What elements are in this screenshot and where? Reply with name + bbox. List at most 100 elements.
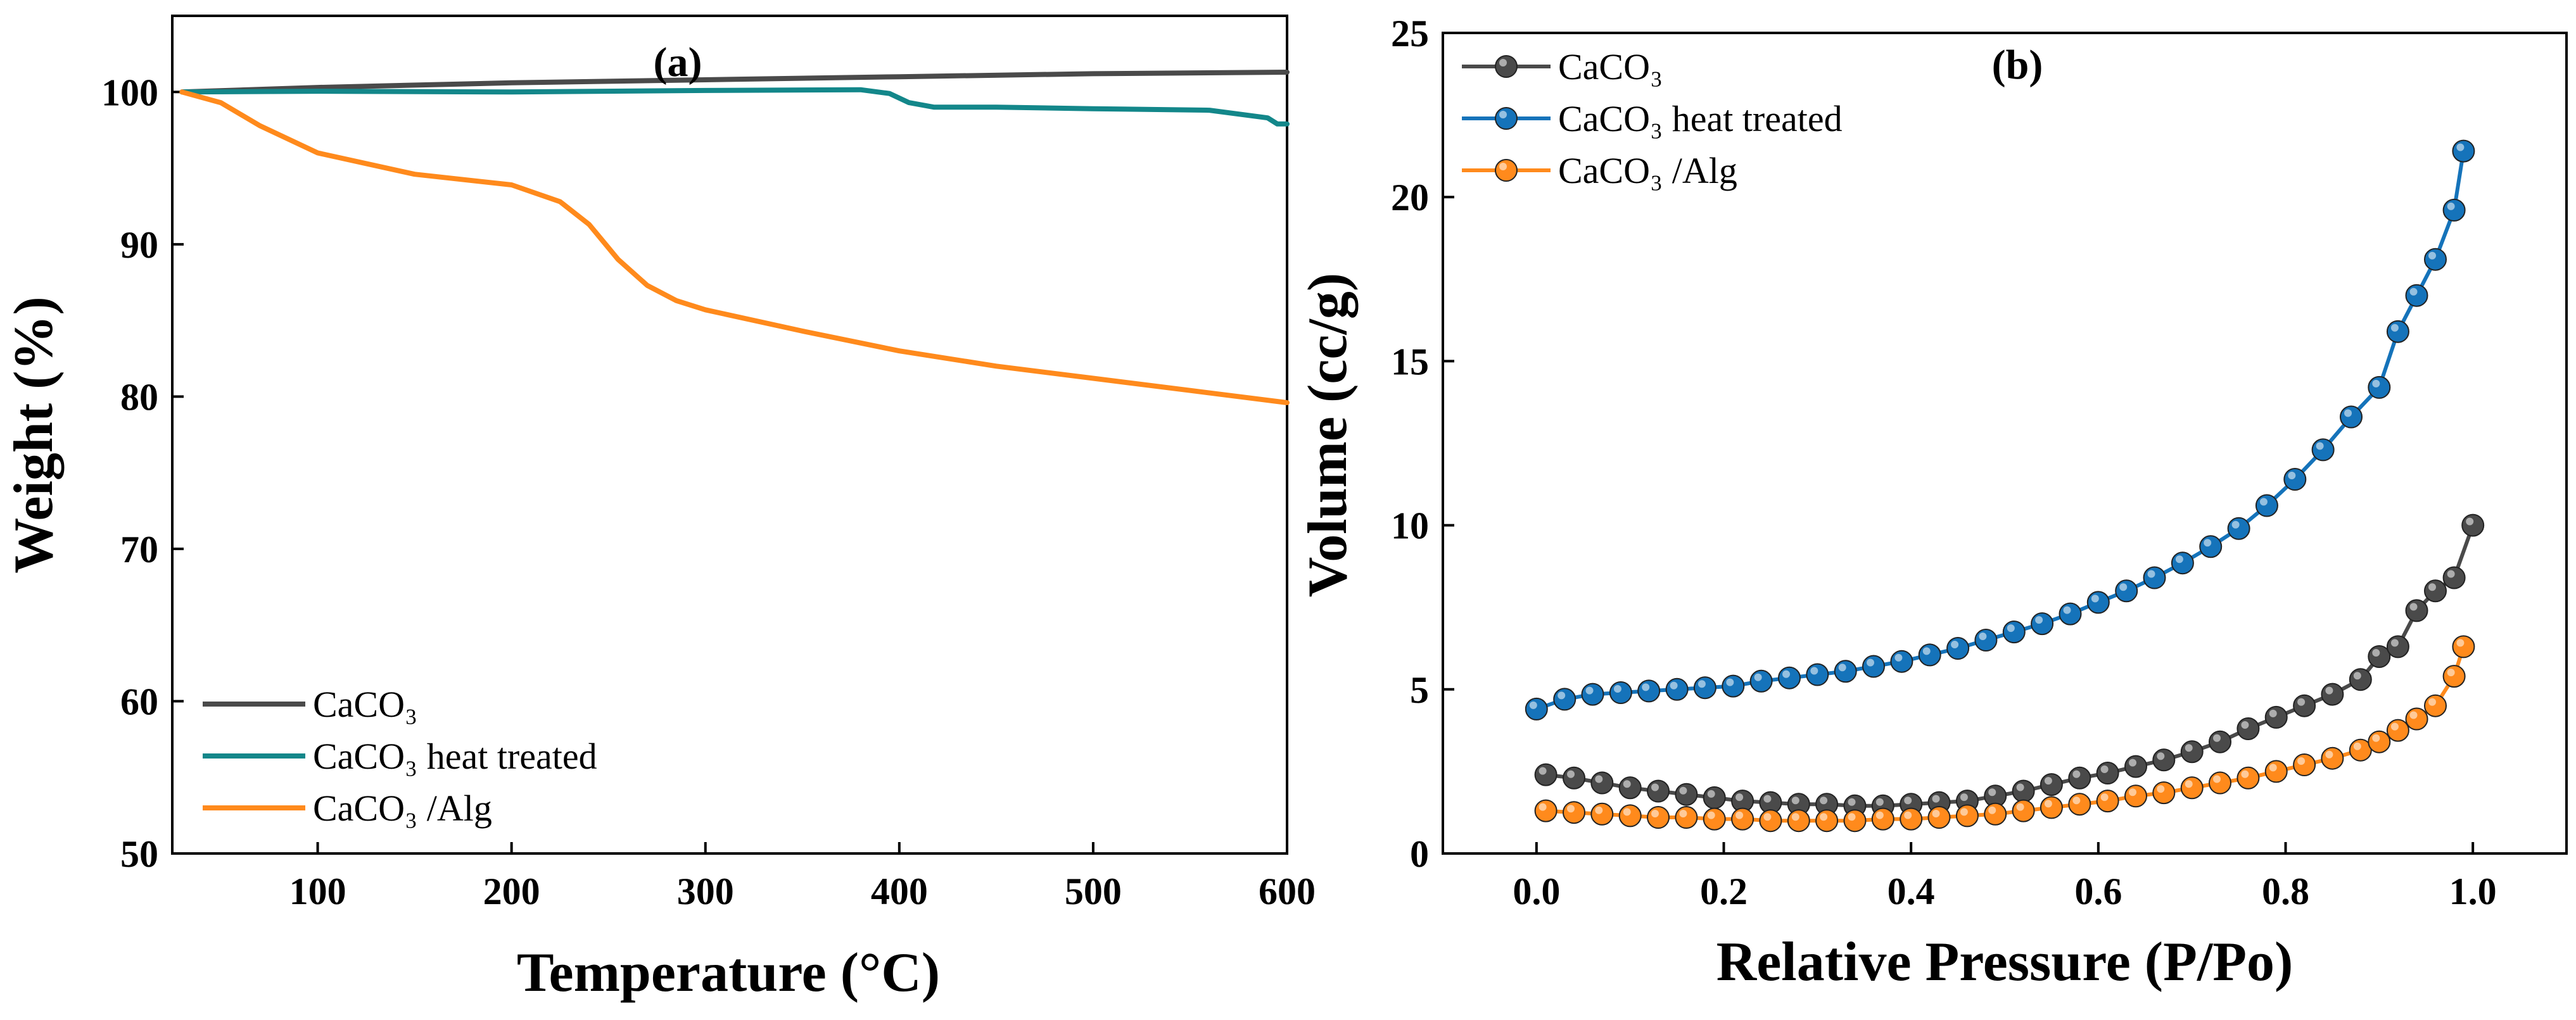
data-point-highlight <box>1697 680 1706 688</box>
data-point-highlight <box>1679 786 1687 795</box>
data-point-highlight <box>1679 810 1687 817</box>
data-point <box>1890 650 1913 673</box>
data-point-highlight <box>2100 765 2109 773</box>
data-point <box>1590 802 1614 826</box>
y-axis-title: Volume (cc/g) <box>1297 273 1359 597</box>
data-point <box>2321 746 2344 770</box>
x-tick-label: 0.4 <box>1888 871 1935 912</box>
data-point-highlight <box>2007 624 2015 633</box>
data-point-highlight <box>1726 678 1734 686</box>
legend-entry-label: CaCO₃ heat treated <box>1558 98 1843 139</box>
series-line <box>179 89 1290 405</box>
data-point <box>2237 766 2260 790</box>
data-point <box>2059 602 2082 626</box>
data-point-highlight <box>2447 202 2455 210</box>
data-point-highlight <box>1539 767 1547 775</box>
series-2 <box>1525 139 2475 721</box>
data-point-highlight <box>1848 798 1856 806</box>
data-point-highlight <box>2428 251 2436 260</box>
data-point-highlight <box>2213 775 2221 783</box>
data-point <box>1918 643 1941 667</box>
data-point-highlight <box>1932 810 1940 817</box>
data-point-highlight <box>2072 796 2081 805</box>
data-point-highlight <box>2157 785 2165 793</box>
data-point-highlight <box>2072 770 2081 778</box>
data-point-highlight <box>1707 790 1715 798</box>
legend-marker <box>1495 107 1518 130</box>
data-point-highlight <box>2353 742 2361 750</box>
data-point-highlight <box>1567 770 1575 778</box>
data-point <box>2452 139 2475 163</box>
y-axis-title: Weight (%) <box>3 296 65 574</box>
data-point-highlight <box>2259 498 2268 506</box>
data-point <box>1806 663 1829 686</box>
data-point <box>2293 753 2316 776</box>
plot-frame <box>1442 32 2568 855</box>
data-point-highlight <box>1848 813 1856 821</box>
legend-marker-highlight <box>1499 163 1507 170</box>
legend-entry-label: CaCO₃ /Alg <box>313 788 492 829</box>
data-point-highlight <box>2409 711 2418 719</box>
data-point-highlight <box>1820 796 1828 805</box>
data-point-highlight <box>2204 539 2212 547</box>
data-point <box>1618 804 1642 828</box>
series-line <box>179 87 1290 127</box>
x-tick-label: 600 <box>1259 871 1316 912</box>
data-point <box>2068 766 2091 790</box>
data-point <box>2311 438 2335 462</box>
data-point-highlight <box>2091 595 2099 603</box>
data-point <box>2405 599 2428 622</box>
data-point <box>1534 799 1558 822</box>
data-point <box>1900 807 1923 831</box>
legend-entry-label: CaCO₃ /Alg <box>1558 150 1737 191</box>
data-point-highlight <box>1539 803 1547 811</box>
data-point <box>2442 665 2466 688</box>
data-point-highlight <box>1791 813 1799 821</box>
data-point <box>1834 660 1857 683</box>
data-point-highlight <box>1988 806 1996 814</box>
data-point-highlight <box>2213 734 2221 742</box>
data-point-highlight <box>2241 770 2249 778</box>
data-point <box>2442 198 2466 222</box>
x-tick-label: 0.2 <box>1700 871 1748 912</box>
panel-label: (b) <box>1992 42 2043 88</box>
data-point <box>2012 779 2035 803</box>
data-point <box>1927 806 1951 829</box>
data-point-highlight <box>1979 633 1987 640</box>
series-1 <box>179 70 1290 95</box>
data-point <box>1563 766 1585 790</box>
data-point-highlight <box>2466 517 2474 526</box>
data-point-highlight <box>1820 813 1828 821</box>
data-point-highlight <box>2100 793 2109 802</box>
data-point <box>2199 535 2223 558</box>
x-axis-title: Relative Pressure (P/Po) <box>1716 931 2294 993</box>
data-point <box>2368 645 2391 668</box>
data-point-highlight <box>2325 750 2333 759</box>
data-point <box>1665 677 1689 701</box>
data-point-highlight <box>2428 698 2436 706</box>
y-tick-label: 80 <box>120 376 158 418</box>
y-tick-label: 100 <box>101 72 158 113</box>
data-point <box>2368 730 2391 753</box>
data-point <box>1946 637 1970 660</box>
legend: CaCO₃ CaCO₃ heat treated CaCO₃ /Alg <box>1462 46 1843 191</box>
data-point-highlight <box>2147 570 2155 578</box>
y-tick-label: 25 <box>1391 13 1429 54</box>
legend-entry-label: CaCO₃ <box>313 684 417 725</box>
data-point-highlight <box>2119 583 2128 591</box>
data-point <box>2452 635 2475 658</box>
x-tick-label: 400 <box>871 871 928 912</box>
data-point <box>2012 799 2035 822</box>
data-point-highlight <box>1810 667 1818 675</box>
y-tick-label: 5 <box>1410 669 1429 711</box>
data-point-highlight <box>2428 583 2436 591</box>
data-point-highlight <box>2447 669 2455 677</box>
data-point <box>2124 755 2147 778</box>
data-point <box>2209 730 2231 753</box>
panel-label: (a) <box>654 39 702 85</box>
data-point <box>1974 629 1998 652</box>
x-tick-label: 1.0 <box>2449 871 2497 912</box>
data-point <box>1525 697 1548 721</box>
data-point <box>1581 683 1604 706</box>
series-1 <box>1534 513 2485 817</box>
